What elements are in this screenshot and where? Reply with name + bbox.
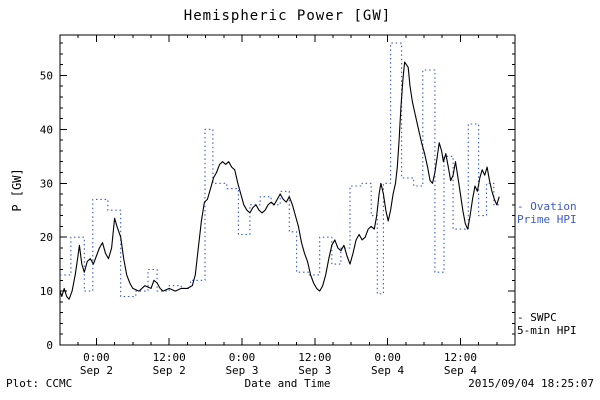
x-tick-label-date: Sep 4 [444,364,477,377]
x-tick-label-date: Sep 3 [298,364,331,377]
x-tick-label-date: Sep 2 [153,364,186,377]
x-tick-label-time: 12:00 [153,351,186,364]
x-tick-label-time: 0:00 [83,351,110,364]
x-tick-label-time: 0:00 [374,351,401,364]
x-tick-label-date: Sep 4 [371,364,404,377]
y-tick-label: 30 [40,177,53,190]
legend-swpc-line2: 5-min HPI [517,324,577,337]
y-tick-label: 50 [40,69,53,82]
chart-title: Hemispheric Power [GW] [183,8,392,24]
legend-swpc-line1: - SWPC [517,311,557,324]
x-tick-label-time: 12:00 [298,351,331,364]
y-axis-label: P [GW] [10,168,24,212]
y-tick-label: 40 [40,123,53,136]
plot-timestamp: 2015/09/04 18:25:07 [468,377,594,390]
y-tick-label: 10 [40,285,53,298]
x-tick-label-time: 12:00 [444,351,477,364]
plot-credit: Plot: CCMC [6,377,73,390]
legend-ovation-line1: - Ovation [517,200,577,213]
legend-ovation-line2: Prime HPI [517,213,577,226]
x-tick-label-time: 0:00 [229,351,256,364]
series-ovation-prime-hpi [60,42,500,298]
legend-swpc: - SWPC 5-min HPI [517,311,577,337]
series-swpc-5min-hpi [59,61,500,300]
x-axis-label: Date and Time [244,377,331,390]
legend-ovation-prime: - Ovation Prime HPI [517,200,577,226]
y-tick-label: 0 [46,339,53,352]
y-tick-label: 20 [40,231,53,244]
x-tick-label-date: Sep 2 [80,364,113,377]
plot-frame [59,34,516,346]
x-tick-label-date: Sep 3 [225,364,258,377]
